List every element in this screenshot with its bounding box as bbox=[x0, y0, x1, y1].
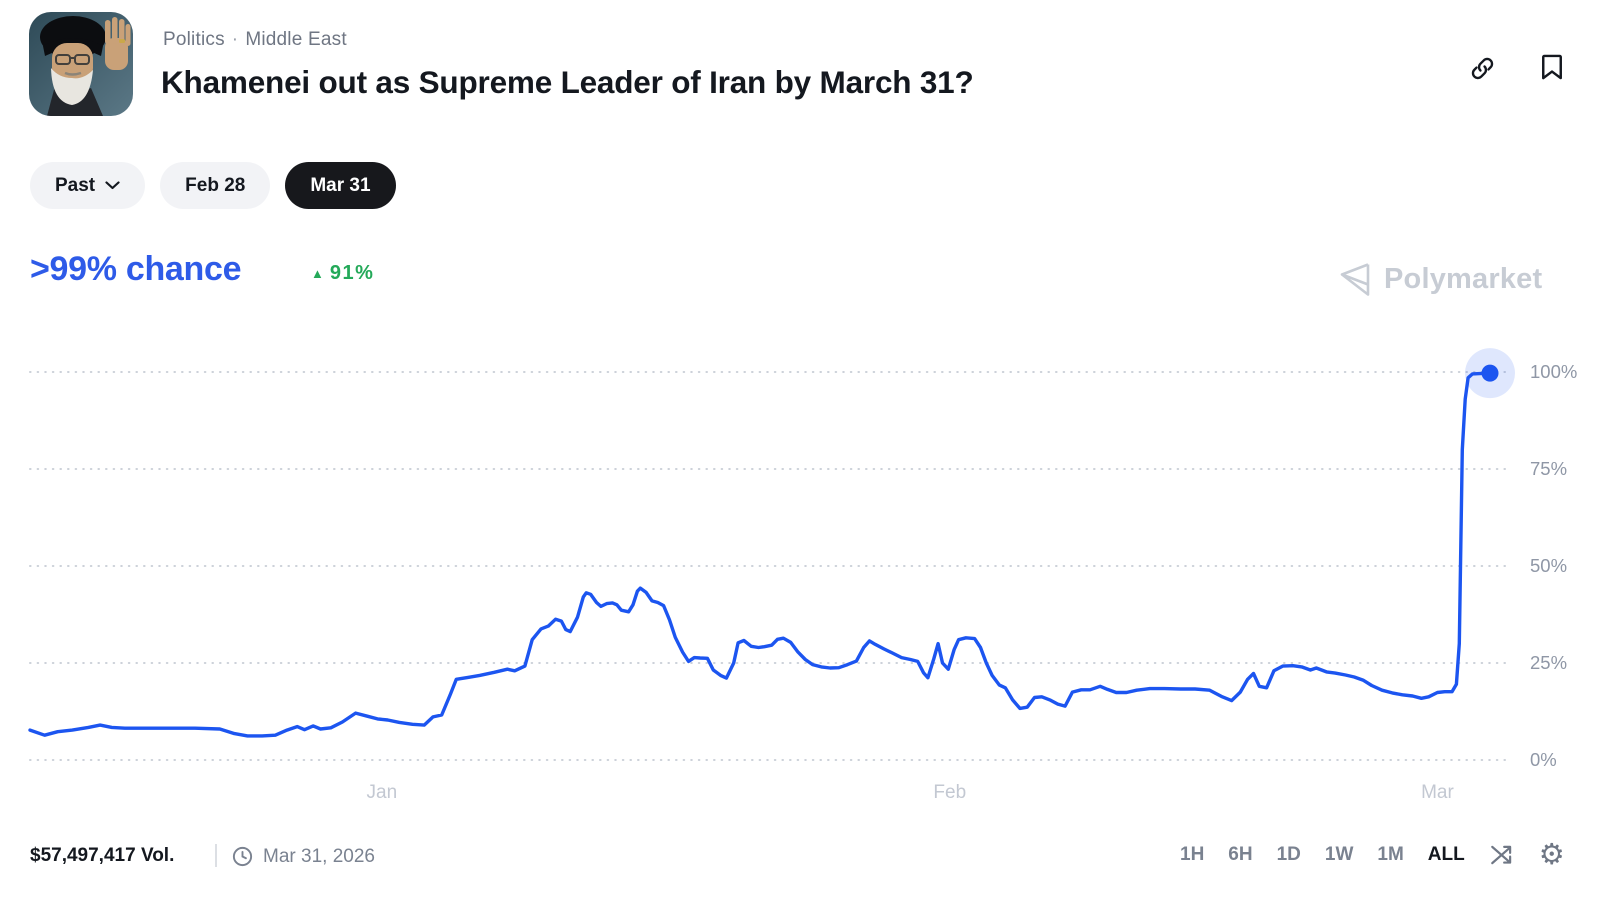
tab-feb-28-label: Feb 28 bbox=[185, 174, 246, 196]
link-icon bbox=[1471, 57, 1493, 79]
shuffle-button[interactable] bbox=[1489, 843, 1515, 867]
tab-past-label: Past bbox=[55, 174, 96, 196]
range-1h[interactable]: 1H bbox=[1180, 844, 1205, 865]
breadcrumb-category[interactable]: Politics bbox=[163, 29, 225, 50]
tab-past[interactable]: Past bbox=[30, 162, 146, 209]
current-point-dot[interactable] bbox=[1481, 364, 1499, 382]
clock-icon bbox=[231, 845, 254, 873]
bookmark-button[interactable] bbox=[1537, 52, 1567, 82]
chevron-down-icon bbox=[105, 181, 120, 190]
settings-button[interactable]: ⚙ bbox=[1538, 839, 1565, 871]
range-all[interactable]: ALL bbox=[1427, 844, 1465, 865]
breadcrumb-region[interactable]: Middle East bbox=[245, 29, 347, 50]
shuffle-icon bbox=[1490, 845, 1511, 865]
page-title: Khamenei out as Supreme Leader of Iran b… bbox=[161, 64, 974, 100]
polymarket-wordmark: Polymarket bbox=[1384, 263, 1543, 295]
range-6h[interactable]: 6H bbox=[1228, 844, 1253, 865]
copy-link-button[interactable] bbox=[1467, 53, 1497, 83]
end-date-label: Mar 31, 2026 bbox=[263, 846, 375, 867]
probability-change-value: 91% bbox=[329, 262, 375, 284]
polymarket-logo-icon bbox=[1340, 263, 1370, 296]
probability-value: >99% chance bbox=[30, 250, 242, 288]
volume-label: $57,497,417 Vol. bbox=[30, 845, 175, 866]
tab-mar-31[interactable]: Mar 31 bbox=[285, 162, 396, 209]
khamenei-portrait-illustration bbox=[29, 12, 133, 116]
range-1d[interactable]: 1D bbox=[1276, 844, 1301, 865]
tab-feb-28[interactable]: Feb 28 bbox=[160, 162, 271, 209]
polymarket-watermark: Polymarket bbox=[1337, 261, 1542, 298]
outcome-tabs: Past Feb 28 Mar 31 bbox=[30, 162, 396, 209]
breadcrumb[interactable]: Politics · Middle East bbox=[163, 29, 347, 51]
tab-mar-31-label: Mar 31 bbox=[310, 174, 371, 196]
gear-icon: ⚙ bbox=[1538, 839, 1565, 871]
price-line[interactable] bbox=[28, 371, 1492, 738]
bookmark-icon bbox=[1542, 54, 1562, 80]
market-avatar[interactable] bbox=[29, 12, 133, 116]
footer-divider bbox=[215, 844, 217, 867]
probability-change: ▲ 91% bbox=[311, 262, 374, 285]
range-1m[interactable]: 1M bbox=[1377, 844, 1404, 865]
breadcrumb-separator: · bbox=[231, 29, 239, 50]
up-triangle-icon: ▲ bbox=[311, 266, 324, 281]
time-range-selector: 1H 6H 1D 1W 1M ALL ⚙ bbox=[1180, 839, 1565, 871]
range-1w[interactable]: 1W bbox=[1324, 844, 1354, 865]
